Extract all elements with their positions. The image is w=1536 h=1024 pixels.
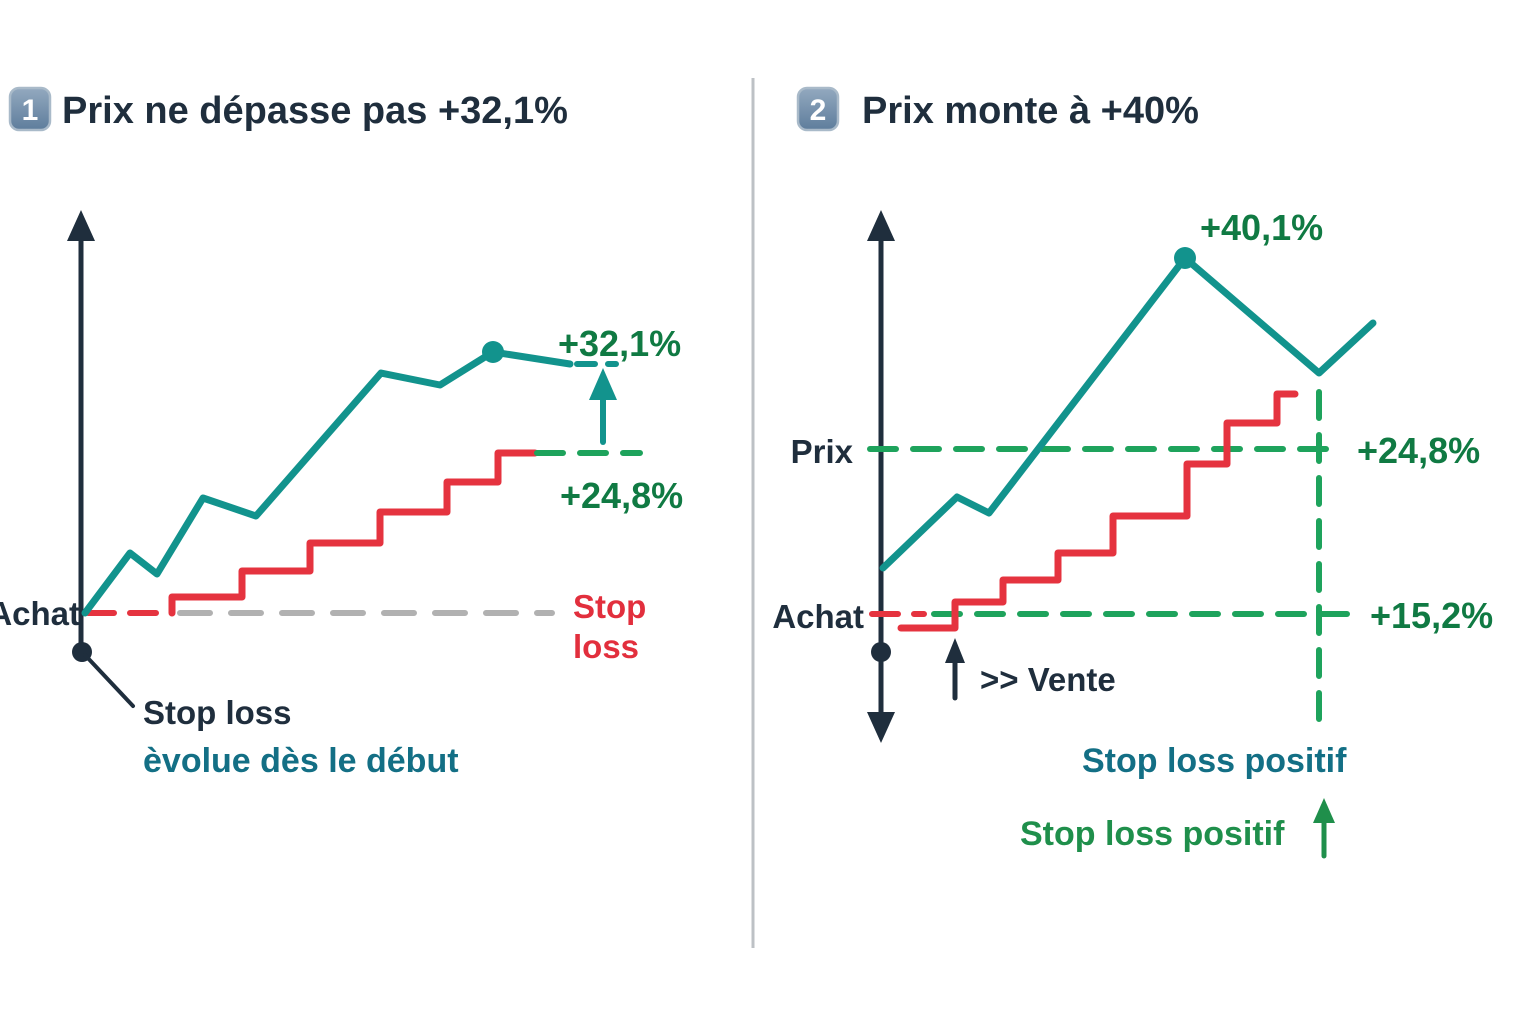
panel-2-origin-dot (871, 642, 891, 662)
panel-1-trail-pct: +24,8% (560, 475, 683, 516)
panel-1-peak-pct: +32,1% (558, 323, 681, 364)
panel-2-scenario: 2 Prix monte à +40% Prix +24,8% Achat +1… (772, 86, 1493, 859)
panel-2-price-label: Prix (791, 433, 854, 470)
panel-1-stop-loss-line (168, 449, 539, 617)
badge-1-icon (8, 86, 52, 132)
badge-1-number: 1 (22, 94, 39, 127)
panel-1-buy-label: Achat (0, 595, 80, 632)
panel-1-callout-line (83, 653, 135, 708)
panel-2-note-green: Stop loss positif (1020, 815, 1285, 853)
panel-2-stop-level-pct: +15,2% (1370, 595, 1493, 636)
panel-1-price-line (81, 348, 574, 617)
panel-2-sell-arrow-up-icon (945, 638, 965, 663)
panel-2-price-line (879, 254, 1377, 572)
panel-1-note-line2: èvolue dès le début (143, 742, 459, 780)
panel-2-price-peak-dot (1174, 247, 1196, 269)
panel-1-scenario: 1 Prix ne dépasse pas +32,1% Achat +32,1… (0, 86, 683, 780)
panel-2-axis-arrow-down-icon (867, 712, 895, 743)
panel-2-buy-label: Achat (772, 598, 864, 635)
panel-1-price-peak-dot (482, 341, 504, 363)
panel-2-axis-arrow-up-icon (867, 210, 895, 241)
panel-1-title: Prix ne dépasse pas +32,1% (62, 90, 568, 132)
panel-1-gap-arrow-up-icon (589, 368, 617, 400)
panel-2-price-level-pct: +24,8% (1357, 430, 1480, 471)
panel-2-peak-pct: +40,1% (1200, 207, 1323, 248)
panel-2-note-teal: Stop loss positif (1082, 742, 1347, 780)
panel-2-title: Prix monte à +40% (862, 90, 1199, 132)
panel-2-positive-arrow-up-icon (1313, 798, 1335, 823)
panel-1-stop-caption-line2: loss (573, 628, 639, 665)
badge-2-number: 2 (810, 94, 827, 127)
panel-2-stop-loss-line (897, 390, 1299, 632)
badge-2-icon (796, 86, 840, 132)
panel-1-note-line1: Stop loss (143, 694, 292, 731)
panel-2-sell-label: >> Vente (980, 661, 1116, 698)
panel-1-axis-arrow-up-icon (67, 210, 95, 241)
panel-1-stop-caption-line1: Stop (573, 588, 646, 625)
